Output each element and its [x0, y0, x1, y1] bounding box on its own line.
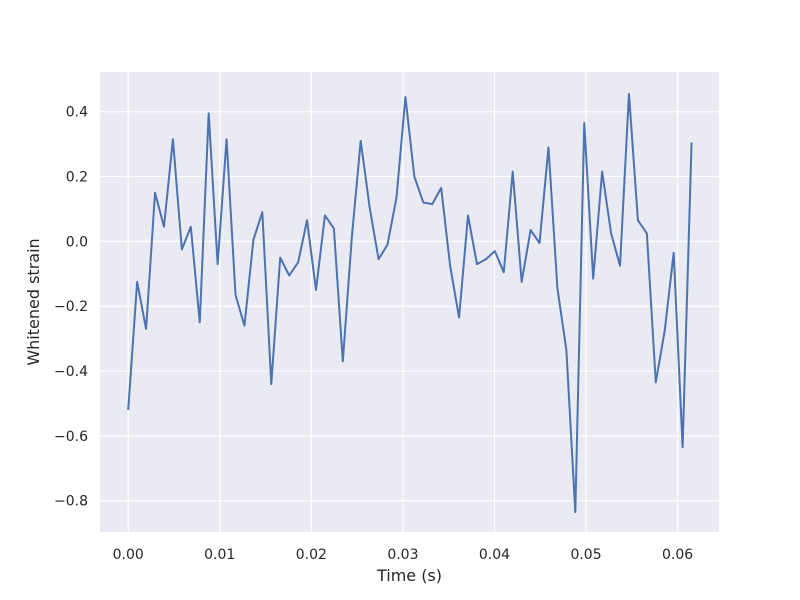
series-line: [127, 92, 693, 514]
y-tick-label: −0.6: [54, 429, 88, 445]
x-tick-label: 0.04: [479, 547, 510, 563]
y-tick-label: 0.0: [66, 234, 88, 250]
series-group: [127, 92, 693, 514]
y-tick-label: 0.2: [66, 170, 88, 186]
x-tick-label: 0.01: [204, 547, 235, 563]
grid: [100, 72, 719, 532]
y-tick-label: −0.8: [54, 494, 88, 510]
x-axis-ticks: 0.00 0.01 0.02 0.03 0.04 0.05 0.06: [113, 547, 694, 563]
plot-area: [100, 72, 719, 532]
y-tick-label: 0.4: [66, 105, 88, 121]
y-axis-label: Whitened strain: [24, 238, 43, 365]
y-axis-ticks: −0.8 −0.6 −0.4 −0.2 0.0 0.2 0.4: [54, 105, 88, 510]
x-tick-label: 0.05: [570, 547, 601, 563]
y-tick-label: −0.2: [54, 299, 88, 315]
x-tick-label: 0.03: [387, 547, 418, 563]
x-tick-label: 0.06: [662, 547, 693, 563]
x-tick-label: 0.02: [296, 547, 327, 563]
x-tick-label: 0.00: [113, 547, 144, 563]
x-axis-label: Time (s): [376, 566, 442, 585]
y-tick-label: −0.4: [54, 364, 88, 380]
